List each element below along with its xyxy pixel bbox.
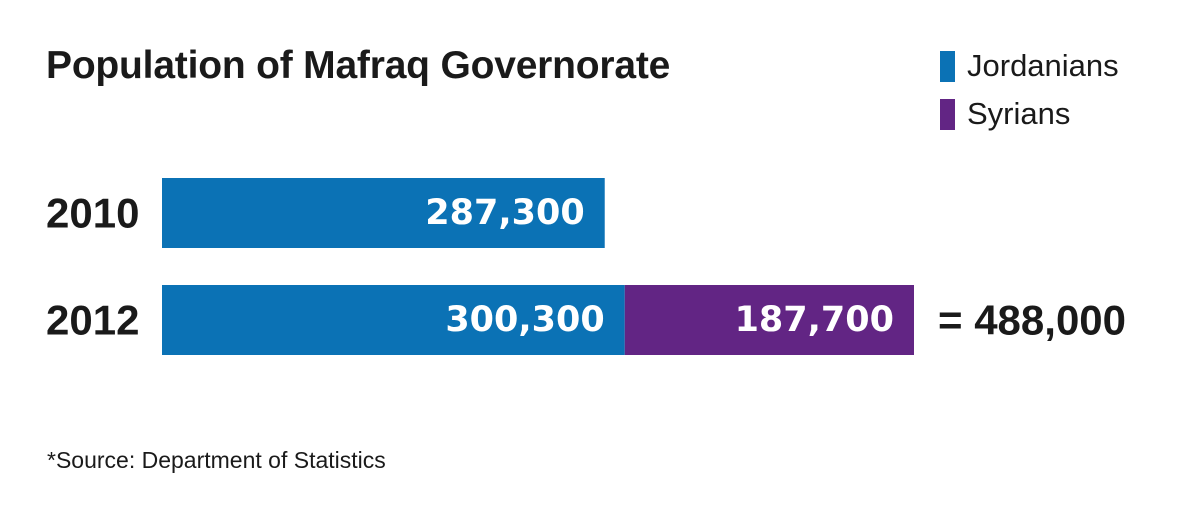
- data-label-jordanians-2012: 300,300: [445, 300, 604, 340]
- data-label-syrians-2012: 187,700: [735, 300, 894, 340]
- legend-swatch-syrians: [940, 98, 955, 130]
- data-label-jordanians-2010: 287,300: [425, 193, 584, 233]
- source-note: *Source: Department of Statistics: [47, 447, 386, 473]
- legend-swatch-jordanians: [940, 50, 955, 82]
- legend-item-syrians: Syrians: [940, 90, 1119, 138]
- legend: Jordanians Syrians: [940, 42, 1119, 138]
- legend-label-syrians: Syrians: [967, 96, 1071, 131]
- legend-item-jordanians: Jordanians: [940, 42, 1119, 90]
- bar-jordanians-2010: [162, 178, 605, 248]
- chart-title: Population of Mafraq Governorate: [46, 44, 671, 87]
- total-label-2012: = 488,000: [938, 297, 1126, 344]
- legend-label-jordanians: Jordanians: [967, 48, 1119, 83]
- category-label-2010: 2010: [46, 190, 139, 237]
- bar-jordanians-2012: [162, 285, 625, 355]
- category-label-2012: 2012: [46, 297, 139, 344]
- bar-syrians-2012: [624, 285, 914, 355]
